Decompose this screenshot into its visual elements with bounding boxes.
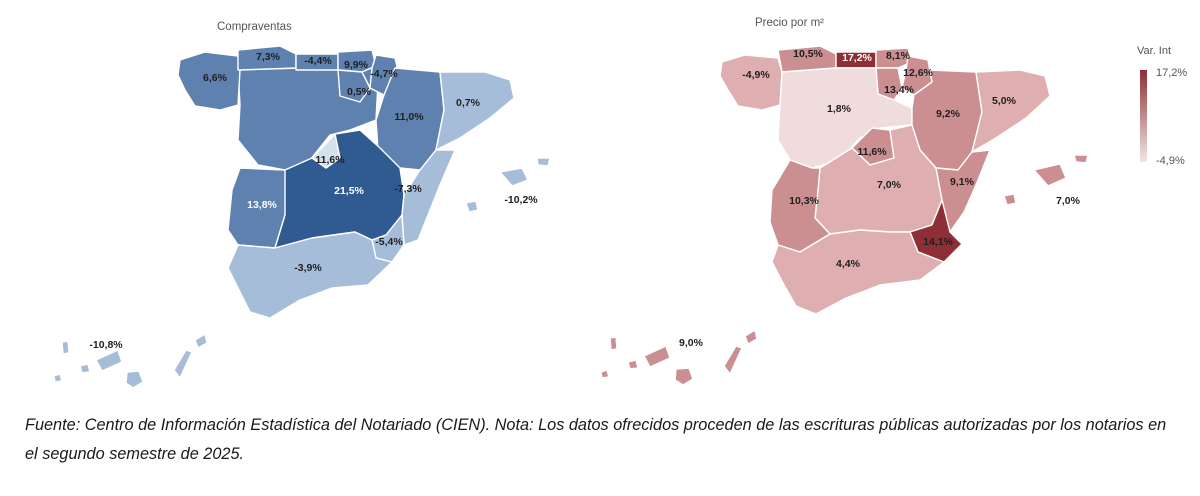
- value-murcia: 14,1%: [923, 236, 953, 248]
- island-la-palma: [609, 336, 618, 351]
- value-cataluna: 5,0%: [992, 95, 1017, 107]
- map-title-precio-m2: Precio por m²: [755, 17, 824, 29]
- value-navarra: -4,7%: [370, 68, 398, 80]
- source-note: Fuente: Centro de Información Estadístic…: [25, 416, 1167, 463]
- island-fuerteventura: [723, 345, 743, 375]
- value-asturias: 10,5%: [793, 48, 823, 60]
- value-la-rioja: 0,5%: [347, 86, 372, 98]
- region-andalucia: [771, 229, 945, 315]
- value-canarias: -10,8%: [89, 339, 123, 351]
- region-galicia: [719, 54, 783, 111]
- island-la-palma: [61, 340, 70, 355]
- islands-baleares: [465, 157, 551, 213]
- island-tenerife: [643, 345, 671, 368]
- islands-canarias: [53, 333, 208, 389]
- value-asturias: 7,3%: [256, 51, 281, 63]
- value-valencia: -7,3%: [394, 183, 422, 195]
- maps-figure: Compraventas 6,6% 7,3%: [53, 17, 1187, 389]
- value-aragon: 9,2%: [936, 108, 961, 120]
- island-el-hierro: [600, 369, 610, 379]
- island-mallorca: [1033, 163, 1067, 187]
- value-galicia: -4,9%: [742, 69, 770, 81]
- region-cataluna: [435, 71, 515, 151]
- value-cataluna: 0,7%: [456, 97, 481, 109]
- value-castilla-la-mancha: 21,5%: [334, 185, 364, 197]
- legend-min: -4,9%: [1156, 155, 1185, 167]
- value-cantabria: 17,2%: [842, 52, 872, 64]
- value-castilla-leon: 1,8%: [827, 103, 852, 115]
- island-tenerife: [95, 349, 123, 372]
- value-baleares: -10,2%: [504, 194, 538, 206]
- region-la-rioja: [337, 69, 371, 103]
- map-compraventas: Compraventas 6,6% 7,3%: [53, 21, 551, 389]
- value-canarias: 9,0%: [679, 337, 704, 349]
- region-valencia: [401, 149, 456, 246]
- legend-color-bar: [1140, 70, 1147, 162]
- map-precio-m2: Precio por m² -4,9% 10,5: [600, 17, 1089, 386]
- island-mallorca: [499, 167, 529, 187]
- value-extremadura: 13,8%: [247, 199, 277, 211]
- region-andalucia: [227, 231, 393, 319]
- island-gran-canaria: [674, 367, 694, 386]
- region-pais-vasco: [875, 47, 913, 69]
- value-pais-vasco: 9,9%: [344, 59, 369, 71]
- value-madrid: 11,6%: [857, 146, 887, 158]
- value-valencia: 9,1%: [950, 176, 975, 188]
- islands-canarias: [600, 329, 758, 386]
- island-ibiza: [465, 200, 479, 213]
- island-el-hierro: [53, 373, 63, 383]
- value-andalucia: -3,9%: [294, 262, 322, 274]
- value-la-rioja: 13,4%: [884, 84, 914, 96]
- map-title-compraventas: Compraventas: [217, 21, 292, 33]
- value-aragon: 11,0%: [394, 111, 424, 123]
- region-galicia: [177, 51, 241, 111]
- island-gran-canaria: [125, 370, 144, 389]
- island-ibiza: [1003, 193, 1017, 206]
- value-cantabria: -4,4%: [304, 55, 332, 67]
- legend-max: 17,2%: [1156, 67, 1187, 79]
- island-la-gomera: [627, 359, 639, 370]
- value-baleares: 7,0%: [1056, 195, 1081, 207]
- island-menorca: [1073, 154, 1089, 164]
- island-menorca: [536, 157, 551, 167]
- island-lanzarote: [194, 333, 208, 349]
- island-lanzarote: [744, 329, 758, 345]
- value-andalucia: 4,4%: [836, 258, 861, 270]
- value-murcia: -5,4%: [375, 236, 403, 248]
- value-navarra: 12,6%: [903, 67, 933, 79]
- islands-baleares: [1003, 154, 1089, 206]
- value-galicia: 6,6%: [203, 72, 228, 84]
- island-fuerteventura: [173, 349, 193, 379]
- island-la-gomera: [79, 363, 91, 374]
- value-pais-vasco: 8,1%: [886, 50, 911, 62]
- value-castilla-la-mancha: 7,0%: [877, 179, 902, 191]
- value-madrid: 11,6%: [315, 154, 345, 166]
- value-extremadura: 10,3%: [789, 195, 819, 207]
- legend-title: Var. Int: [1137, 45, 1171, 57]
- region-castilla-leon: [777, 67, 913, 169]
- region-cataluna: [971, 69, 1051, 153]
- region-pais-vasco: [337, 49, 377, 73]
- region-madrid: [311, 133, 341, 169]
- legend: Var. Int 17,2% -4,9%: [1137, 45, 1187, 167]
